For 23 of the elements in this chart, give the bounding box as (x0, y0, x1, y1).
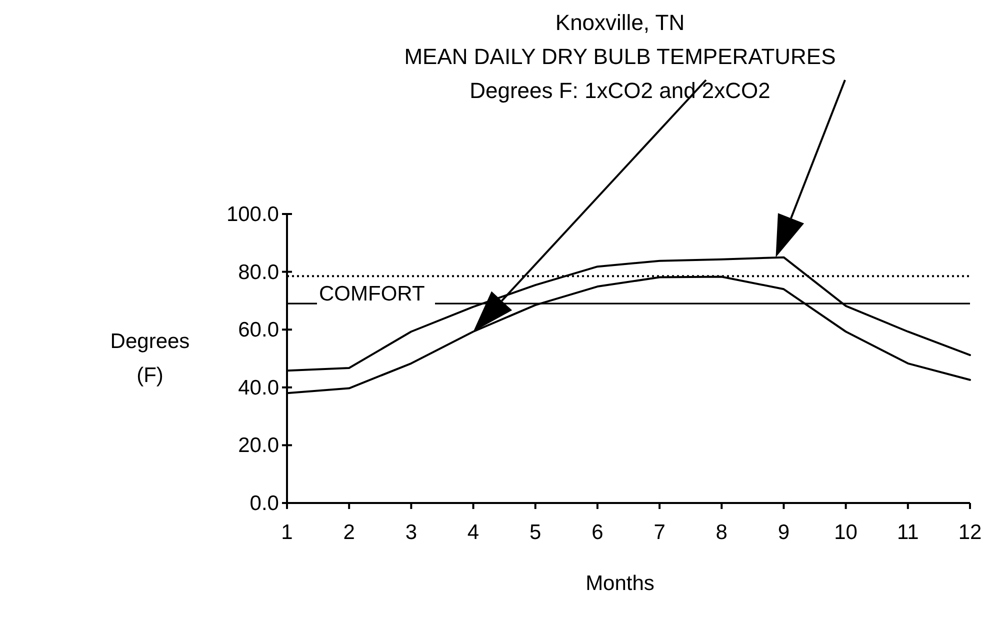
x-tick-label: 2 (343, 521, 355, 544)
x-tick-label: 5 (530, 521, 542, 544)
x-tick-label: 7 (654, 521, 666, 544)
x-tick-label: 8 (716, 521, 728, 544)
chart-subtitle: MEAN DAILY DRY BULB TEMPERATURES Degrees F: 1xCO2 and 2xCO2 (404, 44, 836, 103)
x-tick-label: 9 (778, 521, 790, 544)
y-tick-label: 20.0 (238, 434, 279, 458)
y-tick-label: 100.0 (226, 203, 279, 226)
x-tick-label: 12 (958, 521, 982, 544)
x-tick-label: 3 (405, 521, 418, 544)
x-tick-label: 4 (467, 521, 480, 544)
ref-line-label: COMFORT (319, 282, 425, 306)
x-tick-label: 10 (834, 521, 858, 544)
x-axis-title: Months (586, 572, 654, 595)
y-axis-title: Degrees (F) (110, 330, 190, 387)
y-tick-label: 0.0 (250, 492, 279, 515)
y-tick-label: 40.0 (238, 376, 279, 400)
x-tick-label: 1 (281, 521, 293, 544)
y-tick-label: 80.0 (238, 260, 279, 284)
y-tick-label: 60.0 (238, 318, 279, 342)
x-tick-label: 11 (897, 521, 919, 544)
x-tick-label: 6 (592, 521, 604, 544)
chart-title: Knoxville, TN (555, 10, 685, 35)
